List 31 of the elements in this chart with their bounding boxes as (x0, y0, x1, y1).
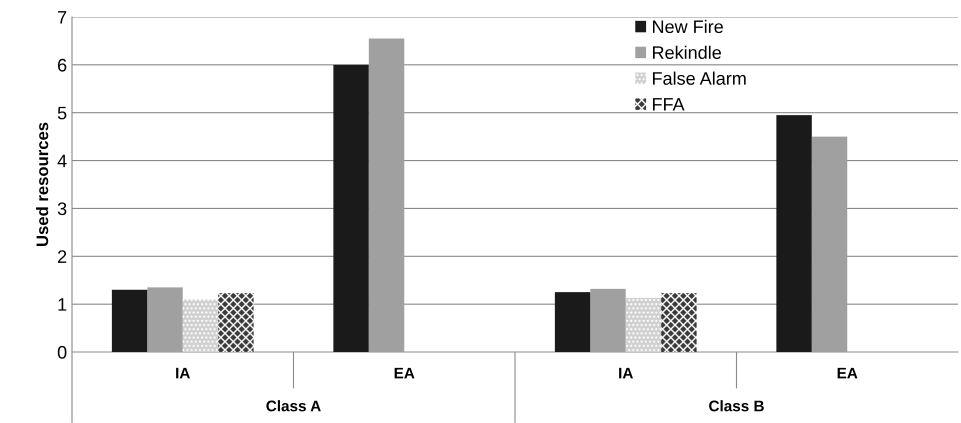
bar (333, 64, 369, 352)
y-tick-label: 7 (58, 11, 66, 24)
bar (368, 38, 404, 352)
text: Class A (266, 400, 321, 412)
y-tick-label: 4 (58, 154, 67, 168)
y-tick-label: 1 (58, 298, 66, 311)
y-axis-title: Used resources (36, 122, 48, 246)
x-tick-label: EA (838, 368, 858, 378)
bar (182, 299, 218, 352)
y-tick-label: 5 (58, 106, 66, 120)
bar (626, 298, 662, 352)
bar (590, 288, 626, 352)
legend-label: False Alarm (652, 72, 746, 85)
bar (661, 293, 697, 352)
legend-label: New Fire (652, 20, 723, 34)
y-tick-label: 2 (58, 250, 66, 263)
x-tick-label: EA (394, 368, 414, 378)
x-tick-label: IA (176, 368, 190, 378)
y-tick-label: 3 (58, 202, 66, 216)
legend-label: FFA (652, 98, 685, 111)
bar (554, 292, 590, 352)
bar (112, 290, 148, 352)
y-tick-label: 6 (58, 58, 66, 72)
x-tick-label: IA (619, 368, 633, 378)
y-tick-label: 0 (58, 346, 66, 359)
legend-label: Rekindle (652, 46, 721, 59)
bar (812, 136, 848, 352)
text: Class B (709, 400, 764, 412)
bar (218, 293, 254, 352)
bar (776, 115, 812, 352)
bar (147, 287, 183, 352)
